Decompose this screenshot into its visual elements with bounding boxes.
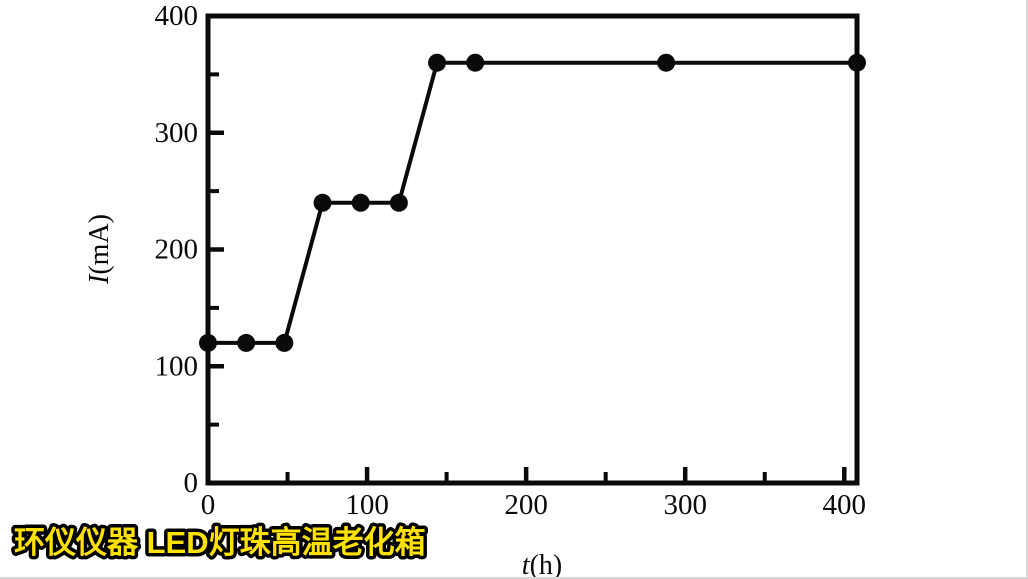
x-tick-label: 300 — [663, 489, 707, 521]
y-axis-label: I(mA) — [84, 214, 115, 285]
data-point — [657, 53, 676, 72]
y-tick-label: 400 — [155, 0, 199, 32]
y-tick-label: 200 — [155, 234, 199, 266]
x-tick-label: 400 — [823, 489, 867, 521]
x-axis-label: t(h) — [522, 550, 562, 579]
data-point — [199, 333, 217, 352]
data-line — [208, 60, 857, 345]
data-point — [275, 333, 294, 352]
x-tick-label: 200 — [504, 489, 548, 521]
axes-frame — [205, 13, 860, 486]
y-tick-label: 100 — [155, 350, 199, 382]
data-point — [466, 53, 485, 72]
page-edge-bottom — [0, 577, 1028, 579]
y-tick-label: 0 — [184, 467, 199, 499]
y-tick-label: 300 — [155, 117, 199, 149]
data-point — [313, 193, 332, 212]
data-point — [237, 333, 256, 352]
page-edge-right — [1026, 0, 1028, 579]
x-tick-label: 0 — [201, 489, 216, 521]
data-point — [351, 193, 370, 212]
watermark-text: 环仪仪器 LED灯珠高温老化箱 — [14, 525, 426, 560]
data-point — [389, 193, 408, 212]
data-point — [428, 53, 447, 72]
data-point — [848, 53, 866, 72]
plot-layer: 0 100 200 300 400 0 100 200 300 400 t(h) I(mA) — [84, 0, 866, 579]
x-tick-label: 100 — [345, 489, 389, 521]
